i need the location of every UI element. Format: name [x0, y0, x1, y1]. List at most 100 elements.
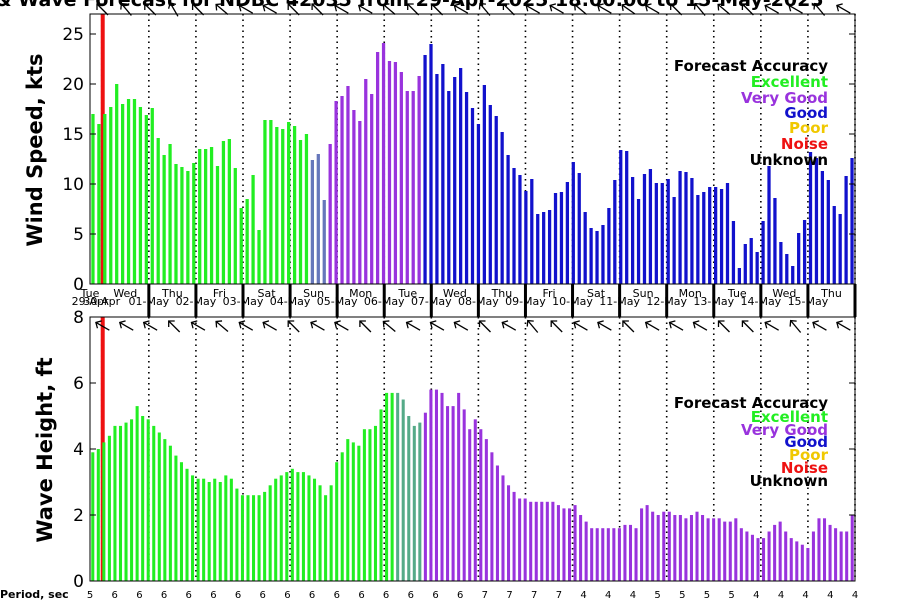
bar — [198, 149, 202, 284]
bar — [91, 114, 95, 284]
direction-arrow-icon — [526, 319, 539, 333]
direction-arrow-icon — [789, 319, 802, 333]
bar — [484, 439, 488, 581]
bar — [584, 521, 588, 581]
y-tick-label: 2 — [73, 506, 84, 526]
bar — [701, 515, 705, 581]
direction-arrow-icon — [190, 320, 206, 331]
bar — [209, 147, 214, 284]
bar — [375, 52, 380, 284]
bar — [192, 163, 196, 284]
bar — [268, 485, 272, 581]
day-of-week: Wed — [113, 287, 137, 300]
bar — [257, 230, 261, 284]
legend-excellent-2: Excellent — [751, 408, 828, 426]
bar — [358, 121, 362, 284]
bar — [551, 501, 555, 581]
direction-arrow-icon — [287, 320, 300, 333]
bar — [257, 495, 261, 581]
direction-arrow-icon — [836, 3, 851, 14]
bar — [583, 212, 587, 284]
direction-arrow-icon — [478, 320, 491, 333]
bar — [150, 108, 154, 284]
bar — [667, 511, 671, 581]
direction-arrow-icon — [215, 3, 229, 15]
bar — [734, 518, 738, 581]
bar — [362, 429, 366, 581]
bar — [850, 158, 854, 284]
bar — [168, 144, 172, 284]
bar — [451, 406, 455, 581]
bar — [773, 524, 777, 581]
bar — [102, 442, 106, 581]
bar — [838, 214, 842, 284]
bar — [146, 419, 150, 581]
direction-arrow-icon — [501, 320, 517, 331]
y-tick-label: 20 — [62, 75, 84, 95]
bar — [168, 445, 172, 581]
bar — [202, 478, 206, 581]
bar — [501, 475, 505, 581]
bar — [135, 406, 139, 581]
bar — [642, 174, 647, 284]
day-of-week: Mon — [679, 287, 702, 300]
period-value: 6 — [408, 590, 414, 600]
direction-arrow-icon — [788, 3, 803, 14]
bar — [850, 515, 854, 581]
direction-arrow-icon — [118, 320, 134, 331]
period-label: Period, sec — [0, 588, 69, 600]
direction-arrow-icon — [311, 3, 324, 16]
bar — [373, 425, 378, 581]
wave-legend: Forecast Accuracy Excellent Very Good Go… — [674, 394, 829, 490]
period-value: 7 — [506, 590, 512, 600]
day-of-week: Sat — [587, 287, 606, 300]
period-value: 5 — [87, 590, 93, 600]
bar — [115, 84, 119, 284]
bar — [196, 478, 200, 581]
bar — [269, 120, 273, 284]
bar — [245, 199, 249, 284]
bar — [811, 531, 815, 581]
direction-arrow-icon — [191, 3, 205, 16]
bar — [215, 166, 220, 284]
bar — [418, 422, 422, 581]
bar — [625, 151, 629, 284]
day-date: 01-May — [128, 295, 169, 308]
direction-arrow-icon — [692, 320, 708, 331]
bar — [630, 177, 635, 284]
direction-arrow-icon — [215, 320, 229, 332]
bar — [795, 541, 799, 581]
bar — [124, 422, 128, 581]
bar — [301, 472, 305, 581]
period-value: 7 — [556, 590, 562, 600]
period-value: 4 — [802, 590, 808, 600]
bar — [246, 495, 250, 581]
bar — [401, 399, 405, 581]
bar — [292, 126, 297, 284]
bar — [755, 252, 759, 284]
bar — [470, 108, 475, 284]
bar — [490, 452, 494, 581]
direction-arrow-icon — [95, 320, 110, 331]
day-of-week: Sat — [258, 287, 277, 300]
direction-arrow-icon — [717, 320, 730, 333]
bar — [666, 179, 670, 284]
wind-bars — [91, 43, 854, 284]
wave-bars — [91, 389, 854, 581]
bar — [459, 68, 463, 284]
direction-arrow-icon — [668, 320, 684, 331]
bar — [174, 164, 178, 284]
bar — [573, 505, 577, 581]
bar — [723, 521, 727, 581]
bar — [756, 538, 760, 581]
day-of-week: Tue — [80, 287, 100, 300]
bar — [562, 508, 566, 581]
bar — [357, 445, 361, 581]
direction-arrow-icon — [405, 320, 421, 331]
bar — [162, 155, 166, 284]
day-of-week: Fri — [213, 287, 226, 300]
bar — [779, 242, 783, 284]
y-tick-label: 4 — [73, 440, 84, 460]
bar — [96, 449, 100, 581]
